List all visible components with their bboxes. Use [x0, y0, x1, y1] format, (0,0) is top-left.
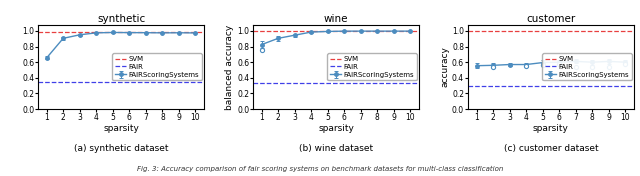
FAIR [258, 82, 266, 84]
Text: (b) wine dataset: (b) wine dataset [299, 144, 373, 153]
SVM [43, 31, 51, 33]
FAIR [473, 85, 481, 87]
Title: customer: customer [526, 14, 575, 24]
FAIR [43, 81, 51, 83]
X-axis label: sparsity: sparsity [103, 124, 139, 133]
SVM [26, 31, 34, 33]
Text: Fig. 3: Accuracy comparison of fair scoring systems on benchmark datasets for mu: Fig. 3: Accuracy comparison of fair scor… [137, 166, 503, 172]
X-axis label: sparsity: sparsity [533, 124, 569, 133]
Text: (c) customer dataset: (c) customer dataset [504, 144, 598, 153]
Title: wine: wine [324, 14, 348, 24]
FAIR [241, 82, 249, 84]
Text: (a) synthetic dataset: (a) synthetic dataset [74, 144, 168, 153]
X-axis label: sparsity: sparsity [318, 124, 354, 133]
SVM [473, 30, 481, 32]
SVM [241, 30, 249, 32]
Legend: SVM, FAIR, FAIRScoringSystems: SVM, FAIR, FAIRScoringSystems [327, 53, 417, 80]
FAIR [26, 81, 34, 83]
SVM [258, 30, 266, 32]
Title: synthetic: synthetic [97, 14, 145, 24]
Legend: SVM, FAIR, FAIRScoringSystems: SVM, FAIR, FAIRScoringSystems [542, 53, 632, 80]
Y-axis label: accuracy: accuracy [440, 46, 449, 87]
SVM [456, 30, 464, 32]
FAIR [456, 85, 464, 87]
Y-axis label: balanced accuracy: balanced accuracy [225, 24, 234, 109]
Legend: SVM, FAIR, FAIRScoringSystems: SVM, FAIR, FAIRScoringSystems [112, 53, 202, 80]
